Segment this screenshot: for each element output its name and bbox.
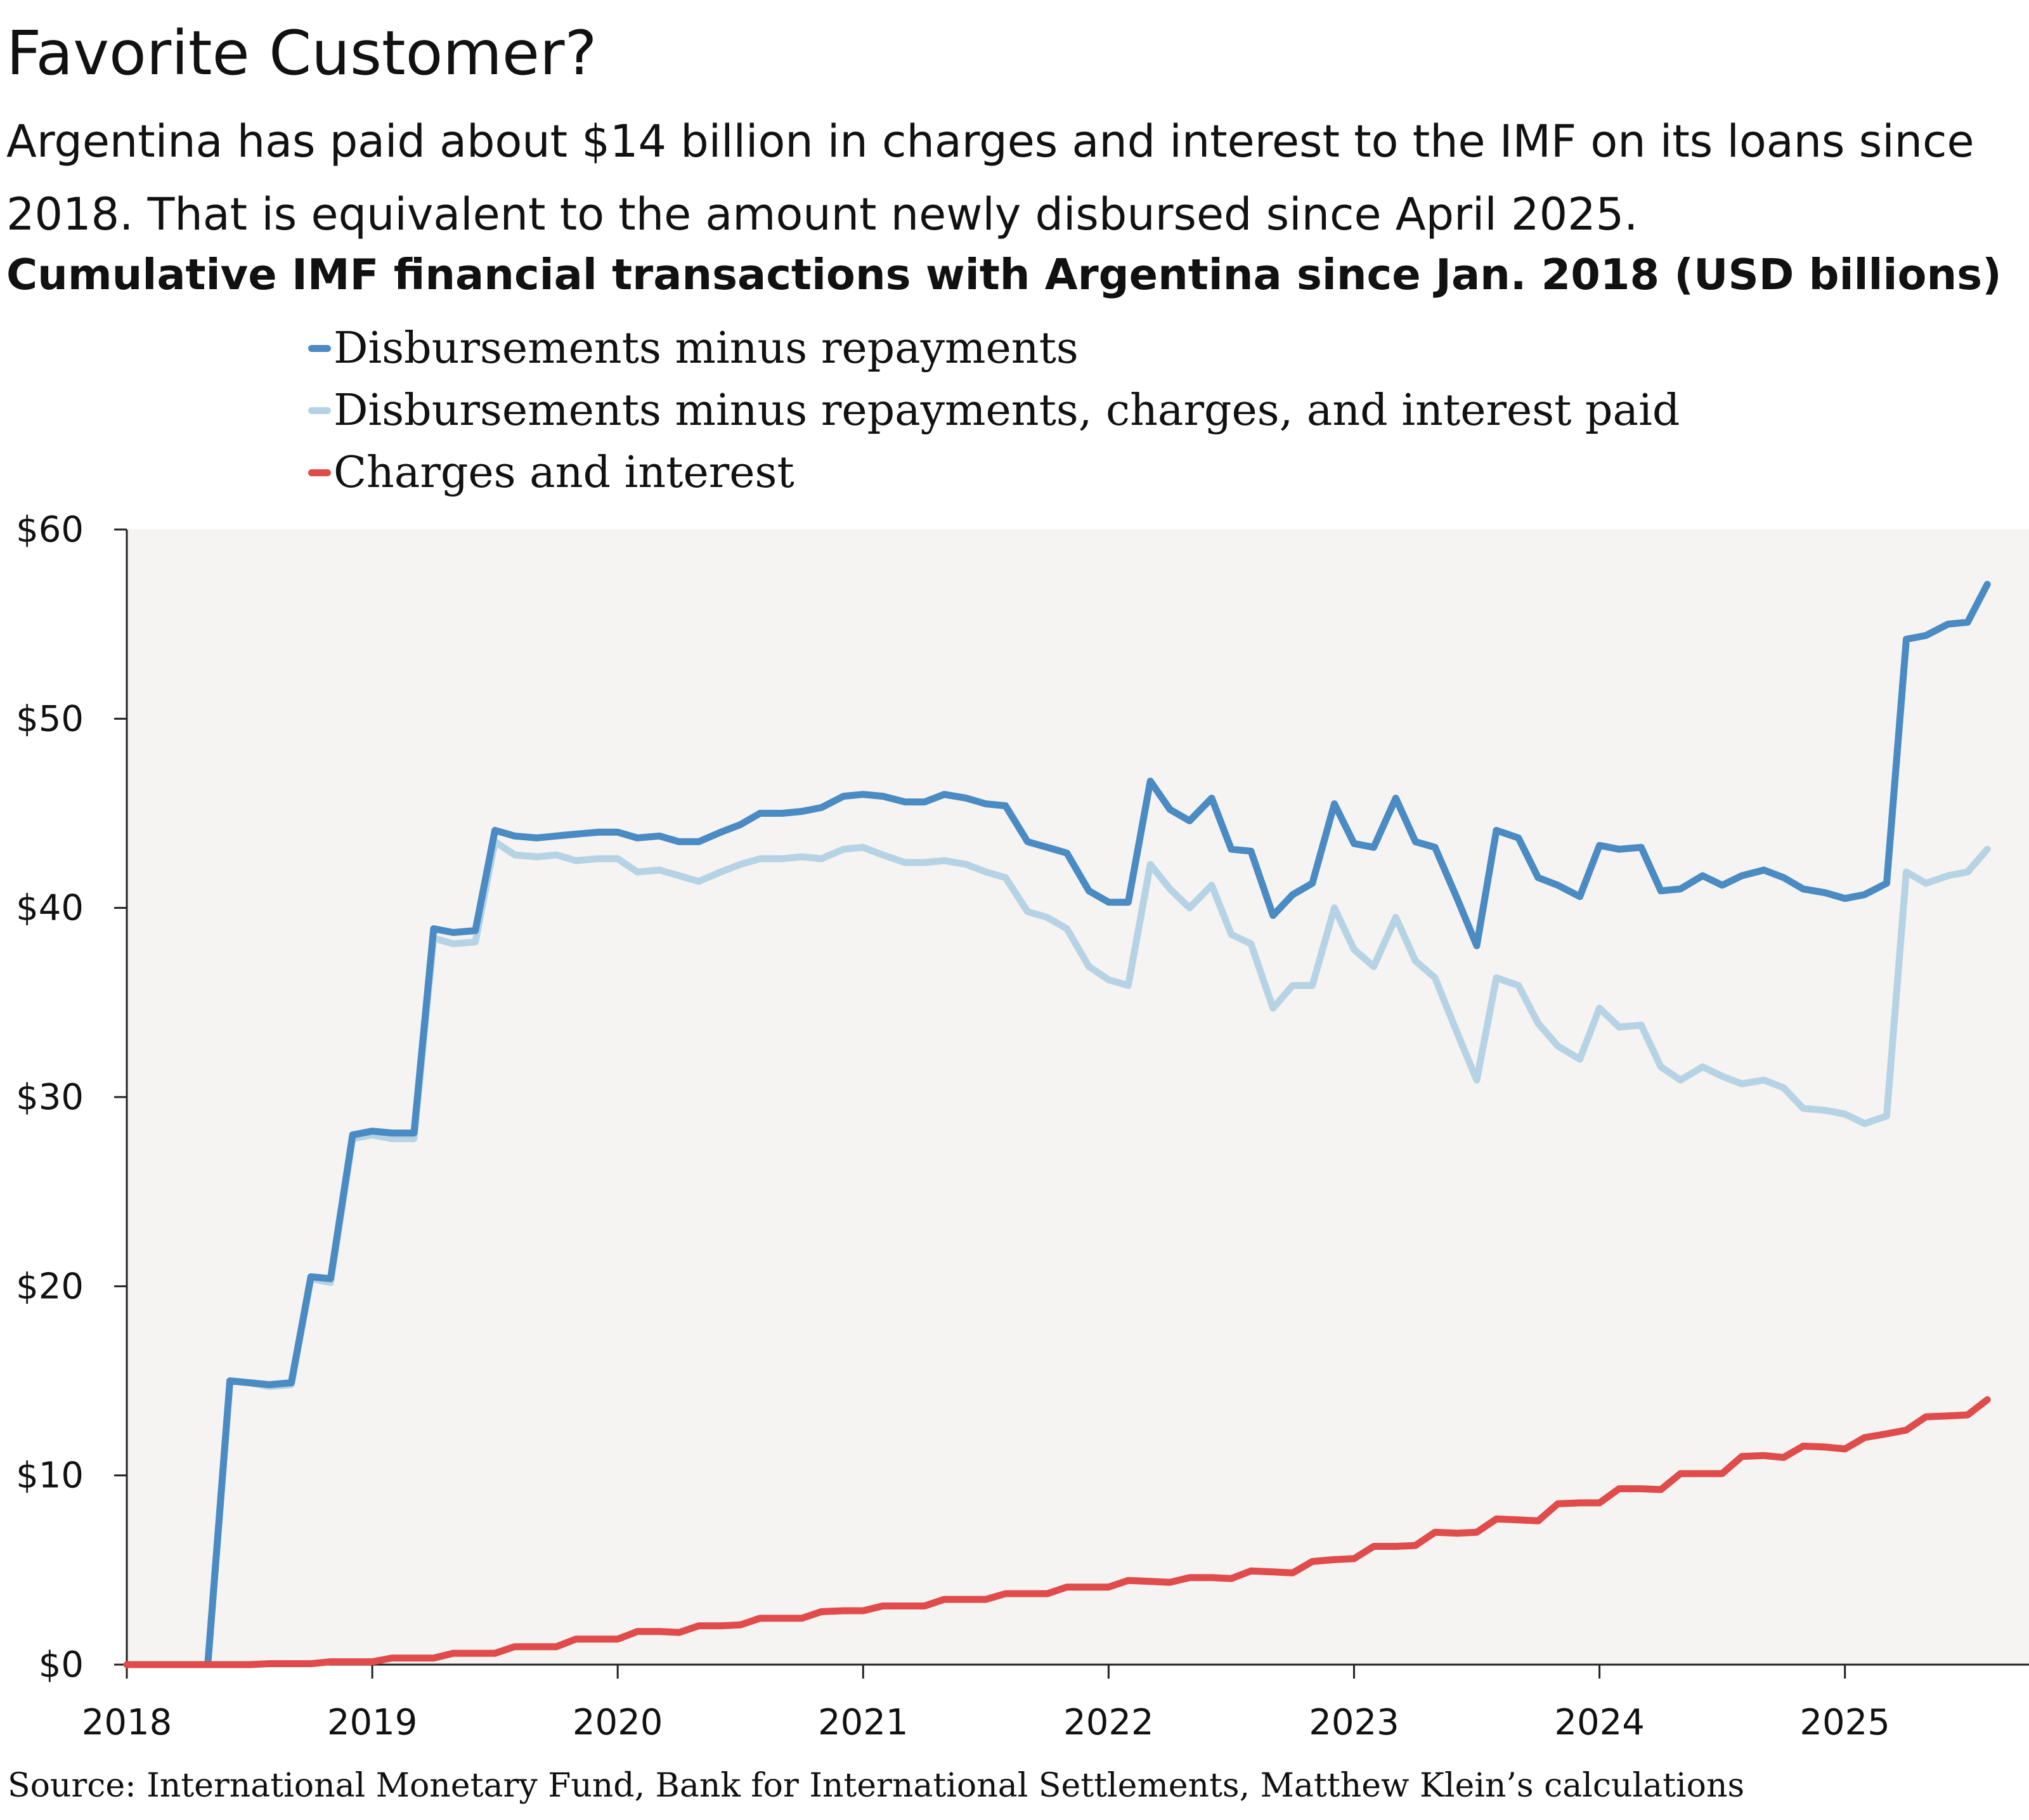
y-tick-label: $60 bbox=[16, 509, 84, 550]
x-tick-label: 2025 bbox=[1799, 1702, 1890, 1743]
y-tick-label: $10 bbox=[16, 1455, 84, 1497]
x-tick-label: 2023 bbox=[1309, 1702, 1399, 1743]
series-line-0 bbox=[204, 581, 1991, 1668]
x-tick-label: 2019 bbox=[327, 1702, 418, 1743]
y-tick-label: $50 bbox=[16, 698, 84, 739]
x-tick-label: 2020 bbox=[573, 1702, 663, 1743]
legend-item-charges: Charges and interest bbox=[308, 441, 1680, 504]
x-tick-label: 2024 bbox=[1554, 1702, 1645, 1743]
series-line-2 bbox=[123, 1396, 1991, 1668]
legend-item-net: Disbursements minus repayments, charges,… bbox=[308, 379, 1680, 441]
legend-swatch-charges bbox=[308, 469, 331, 476]
legend: Disbursements minus repayments Disbursem… bbox=[308, 317, 1680, 504]
x-tick-label: 2018 bbox=[82, 1702, 172, 1743]
plot-area bbox=[127, 530, 2029, 1665]
y-tick-label: $40 bbox=[16, 888, 84, 929]
page-title: Favorite Customer? bbox=[6, 18, 597, 89]
source-note: Source: International Monetary Fund, Ban… bbox=[8, 1767, 1745, 1805]
y-tick-label: $0 bbox=[39, 1644, 84, 1686]
legend-label-net: Disbursements minus repayments, charges,… bbox=[334, 385, 1680, 436]
y-tick-label: $20 bbox=[16, 1266, 84, 1307]
legend-item-disbursements: Disbursements minus repayments bbox=[308, 317, 1680, 379]
legend-label-charges: Charges and interest bbox=[334, 447, 794, 498]
x-tick-label: 2022 bbox=[1063, 1702, 1154, 1743]
legend-swatch-disbursements bbox=[308, 344, 331, 352]
chart-title: Cumulative IMF financial transactions wi… bbox=[6, 250, 2002, 299]
series-line-1 bbox=[204, 838, 1991, 1668]
y-tick-label: $30 bbox=[16, 1077, 84, 1118]
x-tick-label: 2021 bbox=[818, 1702, 909, 1743]
subtitle: Argentina has paid about $14 billion in … bbox=[6, 115, 1974, 240]
legend-swatch-net bbox=[308, 406, 331, 414]
legend-label-disbursements: Disbursements minus repayments bbox=[334, 323, 1079, 374]
